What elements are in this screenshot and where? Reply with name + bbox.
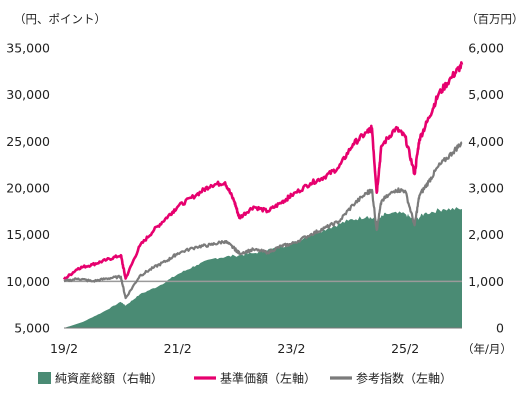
legend-label: 純資産総額（右軸） [55,371,163,386]
left-tick-label: 30,000 [6,87,50,102]
left-tick-label: 35,000 [6,41,50,56]
left-tick-label: 15,000 [6,227,50,242]
right-tick-label: 4,000 [468,134,504,149]
right-tick-label: 5,000 [468,87,504,102]
right-tick-label: 1,000 [468,274,504,289]
series-lines-group [62,61,464,300]
left-axis-unit-label: （円、ポイント） [14,12,106,26]
net-assets-area [64,207,462,328]
left-tick-label: 20,000 [6,181,50,196]
legend-swatch-net-assets [38,372,51,384]
x-tick-label: 21/2 [164,341,192,356]
right-axis-unit-label: （百万円） [466,12,524,26]
labels-group: 35,000 30,000 25,000 20,000 15,000 10,000 5,00… [6,12,523,356]
net-assets-area-group [64,207,462,328]
nav-line [62,61,464,281]
x-axis-unit-label: （年/月） [462,342,512,356]
right-tick-label: 6,000 [468,41,504,56]
right-tick-label: 2,000 [468,227,504,242]
legend-label: 参考指数（左軸） [356,371,452,386]
left-tick-label: 10,000 [6,274,50,289]
left-tick-label: 5,000 [14,321,50,336]
x-tick-label: 23/2 [277,341,305,356]
right-tick-label: 0 [496,321,504,336]
legend: 純資産総額（右軸） 基準価額（左軸） 参考指数（左軸） [38,371,452,386]
legend-label: 基準価額（左軸） [220,371,316,386]
index-line [63,141,463,300]
right-tick-label: 3,000 [468,181,504,196]
x-tick-label: 19/2 [50,341,78,356]
x-tick-label: 25/2 [391,341,419,356]
left-tick-label: 25,000 [6,134,50,149]
